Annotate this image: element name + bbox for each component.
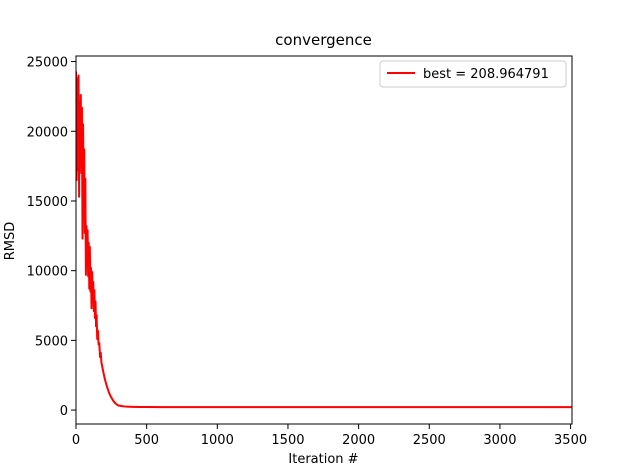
x-tick-label: 3000 [483, 433, 516, 448]
legend-entry-best: best = 208.964791 [423, 67, 549, 82]
x-tick-label: 1500 [271, 433, 304, 448]
x-tick-label: 2500 [413, 433, 446, 448]
x-tick-label: 1000 [201, 433, 234, 448]
plot-frame [75, 55, 573, 425]
y-tick-label: 5000 [35, 334, 68, 349]
x-tick-label: 0 [72, 433, 80, 448]
y-tick-label: 10000 [27, 265, 68, 280]
series-line-0 [76, 71, 572, 409]
x-axis-title: Iteration # [288, 452, 358, 467]
x-tick-label: 3500 [554, 433, 587, 448]
y-tick-label: 25000 [27, 56, 68, 71]
legend: best = 208.964791 [379, 60, 567, 88]
y-axis-title: RMSD [3, 222, 18, 261]
y-tick-label: 20000 [27, 125, 68, 140]
x-tick-label: 500 [134, 433, 159, 448]
y-tick-label: 0 [60, 404, 68, 419]
chart-title: convergence [275, 31, 372, 49]
x-tick-label: 2000 [342, 433, 375, 448]
plot-area [76, 71, 572, 409]
legend-box [379, 60, 567, 88]
y-tick-label: 15000 [27, 195, 68, 210]
